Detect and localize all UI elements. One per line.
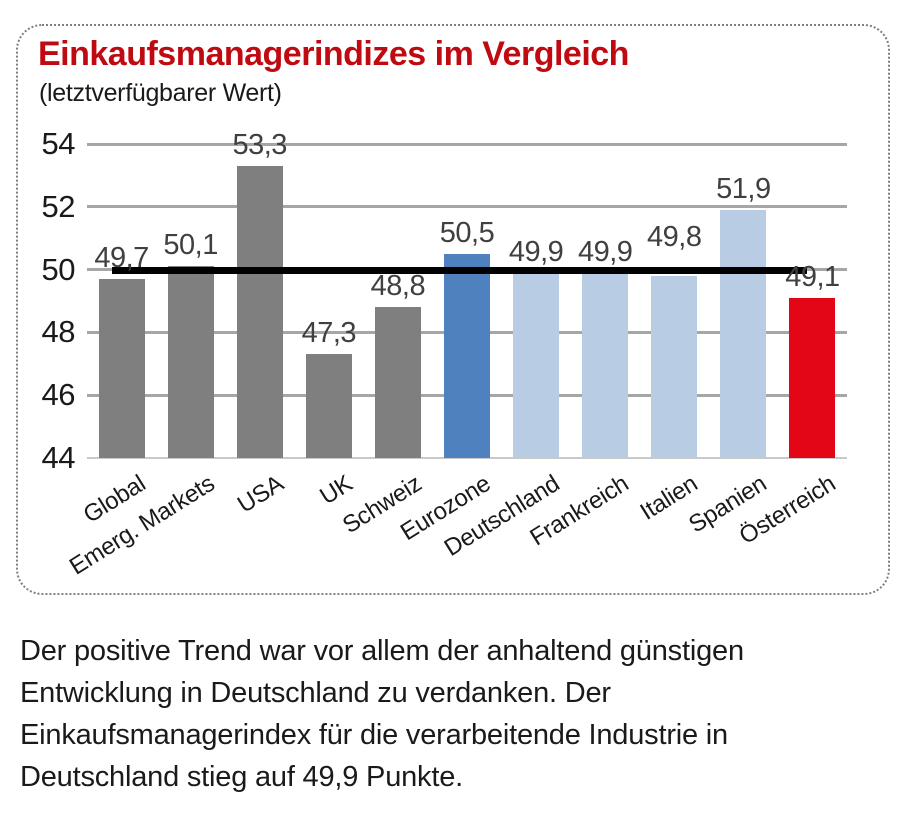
- bar-uk: [305, 354, 352, 458]
- y-axis-label-54: 54: [41, 126, 76, 161]
- bar-italien: [651, 275, 698, 458]
- bar-spanien: [720, 209, 767, 458]
- bar-global: [98, 279, 145, 458]
- gridline-54: [87, 142, 847, 146]
- gridline-44: [87, 457, 847, 459]
- caption-line: Deutschland stieg auf 49,9 Punkte.: [20, 761, 463, 793]
- panel-subtitle: (letztverfügbarer Wert): [39, 79, 282, 107]
- value-label-spanien: 51,9: [716, 172, 771, 205]
- bar-emerg-markets: [167, 266, 214, 458]
- panel-title: Einkaufsmanagerindizes im Vergleich: [38, 35, 629, 73]
- value-label-usa: 53,3: [232, 128, 287, 161]
- y-axis-label-50: 50: [41, 251, 76, 287]
- plot-area: 44 46 48 50 52 54 Global Emerg. Markets USA UK Sch…: [42, 126, 847, 580]
- value-label-uk: 47,3: [301, 317, 357, 350]
- y-axis-label-48: 48: [41, 314, 76, 350]
- value-label-schweiz: 48,8: [370, 270, 426, 303]
- value-label-deutschland: 49,9: [508, 235, 564, 268]
- caption: Der positive Trend war vor allem der anh…: [20, 630, 744, 798]
- caption-line: Entwicklung in Deutschland zu verdanken.…: [20, 677, 611, 709]
- bar-usa: [236, 165, 283, 458]
- y-axis-label-52: 52: [41, 188, 76, 224]
- value-label-osterreich: 49,1: [785, 260, 840, 293]
- caption-line: Der positive Trend war vor allem der anh…: [20, 635, 744, 667]
- value-label-global: 49,7: [94, 242, 149, 275]
- bar-schweiz: [374, 307, 421, 458]
- y-axis-label-44: 44: [41, 440, 76, 475]
- bar-frankreich: [582, 272, 629, 458]
- y-axis-label-46: 46: [41, 377, 76, 413]
- bar-eurozone: [444, 253, 490, 458]
- bar-osterreich: [789, 297, 836, 458]
- caption-line: Einkaufsmanagerindex für die verarbeiten…: [20, 719, 728, 751]
- value-label-frankreich: 49,9: [577, 235, 633, 268]
- value-label-emerg-markets: 50,1: [163, 229, 218, 262]
- chart-panel: Einkaufsmanagerindizes im Vergleich (let…: [16, 24, 890, 595]
- gridline-52: [87, 205, 847, 209]
- reference-line-50: [111, 266, 808, 274]
- bar-deutschland: [513, 272, 560, 458]
- value-label-eurozone: 50,5: [439, 216, 495, 249]
- value-label-italien: 49,8: [647, 220, 702, 253]
